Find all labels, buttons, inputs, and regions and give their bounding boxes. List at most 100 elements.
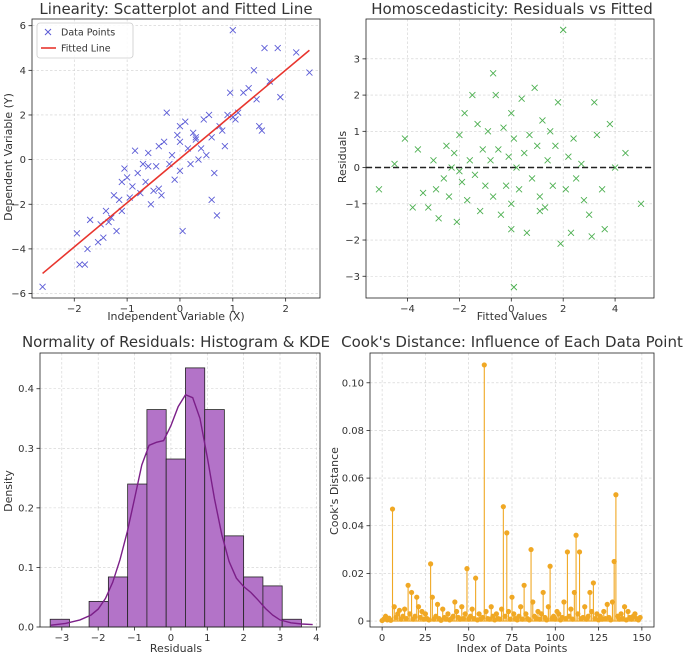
stem-lines (379, 362, 643, 624)
data-point (456, 131, 463, 139)
x-tick-label: 75 (506, 633, 519, 644)
x-tick-label: 50 (462, 633, 475, 644)
y-tick-label: 1 (354, 127, 360, 138)
y-tick-label: 6 (20, 21, 26, 32)
stem-marker (625, 608, 631, 615)
data-point (152, 162, 160, 170)
fitted-line (42, 49, 310, 275)
y-tick-label: 0.04 (342, 521, 364, 532)
data-point (192, 136, 200, 143)
stem-marker (473, 575, 479, 581)
y-tick-label: 0.2 (18, 503, 34, 514)
cooks-distance-ylabel: Cook's Distance (328, 447, 341, 535)
data-point (160, 138, 168, 146)
stem-marker (573, 532, 579, 538)
histogram-bar (262, 585, 283, 628)
normality-xlabel: Residuals (150, 642, 202, 655)
stem-marker (582, 604, 588, 610)
data-point (205, 111, 213, 119)
data-point (250, 67, 258, 74)
data-point (505, 153, 513, 161)
data-point (572, 175, 580, 182)
stem-marker (604, 601, 610, 607)
kde-curve (50, 393, 313, 626)
stem-marker (540, 589, 546, 596)
stem-marker (637, 614, 643, 621)
data-point (606, 120, 614, 128)
data-point (208, 133, 215, 141)
x-tick-label: 125 (589, 633, 608, 644)
data-point (176, 138, 184, 146)
data-point (593, 131, 601, 139)
y-tick-label: 4 (20, 66, 26, 77)
data-point (565, 153, 572, 161)
axes-frame (31, 18, 321, 299)
data-point (131, 147, 139, 155)
data-point (86, 216, 94, 224)
data-point (274, 44, 282, 52)
y-tick-label: 2 (20, 110, 26, 121)
linearity-panel: Linearity: Scatterplot and Fitted Line I… (2, 0, 321, 323)
stem-marker (632, 611, 638, 617)
stem-marker (576, 549, 583, 555)
data-point (440, 175, 448, 182)
data-point (570, 135, 577, 142)
data-point (500, 124, 507, 132)
normality-panel: Normality of Residuals: Histogram & KDE … (2, 333, 330, 655)
data-point (189, 129, 197, 137)
data-point (469, 91, 476, 99)
scatter-points (375, 26, 645, 291)
data-point (226, 89, 234, 96)
data-point (533, 142, 541, 150)
grid-lines (366, 19, 654, 298)
data-point (463, 196, 471, 204)
data-point (391, 160, 398, 168)
linearity-ylabel: Dependent Variable (Y) (2, 93, 15, 221)
linearity-xlabel: Independent Variable (X) (107, 310, 244, 323)
data-point (94, 238, 102, 246)
linearity-title: Linearity: Scatterplot and Fitted Line (39, 0, 312, 18)
y-tick-label: 0.02 (342, 569, 364, 580)
y-tick-label: 0 (358, 617, 364, 628)
data-point (526, 131, 533, 139)
stem-marker (428, 561, 434, 567)
data-point (601, 225, 609, 233)
y-tick-label: 3 (354, 54, 360, 65)
data-point (181, 118, 189, 125)
histogram-bar (185, 367, 206, 628)
stem-marker (528, 546, 534, 553)
data-point (557, 240, 564, 247)
x-tick-label: −2 (452, 304, 467, 315)
homoscedasticity-ylabel: Residuals (336, 131, 349, 183)
stem-marker (396, 607, 403, 613)
data-point (482, 182, 489, 189)
data-point (123, 174, 131, 181)
data-point (39, 283, 46, 291)
data-point (536, 207, 544, 215)
legend: Data Points Fitted Line (36, 22, 134, 59)
data-point (306, 69, 313, 76)
data-point (292, 49, 300, 56)
data-point (107, 214, 115, 221)
data-point (150, 187, 157, 195)
stem-marker (530, 599, 536, 605)
data-point (261, 44, 268, 52)
data-point (450, 149, 458, 157)
data-point (115, 196, 123, 204)
stem-marker (621, 604, 628, 610)
data-point (580, 196, 588, 204)
data-point (158, 192, 165, 199)
data-point (419, 189, 427, 197)
data-point (536, 193, 544, 200)
homoscedasticity-title: Homoscedasticity: Residuals vs Fitted (371, 0, 653, 18)
cooks-distance-title: Cook's Distance: Influence of Each Data … (341, 333, 683, 351)
data-point (210, 169, 218, 177)
data-point (155, 185, 163, 192)
data-point (253, 96, 260, 103)
data-point (479, 146, 487, 153)
stem-marker (564, 549, 571, 555)
stem-marker (521, 582, 527, 588)
data-point (541, 204, 549, 211)
stem-marker (469, 606, 475, 612)
